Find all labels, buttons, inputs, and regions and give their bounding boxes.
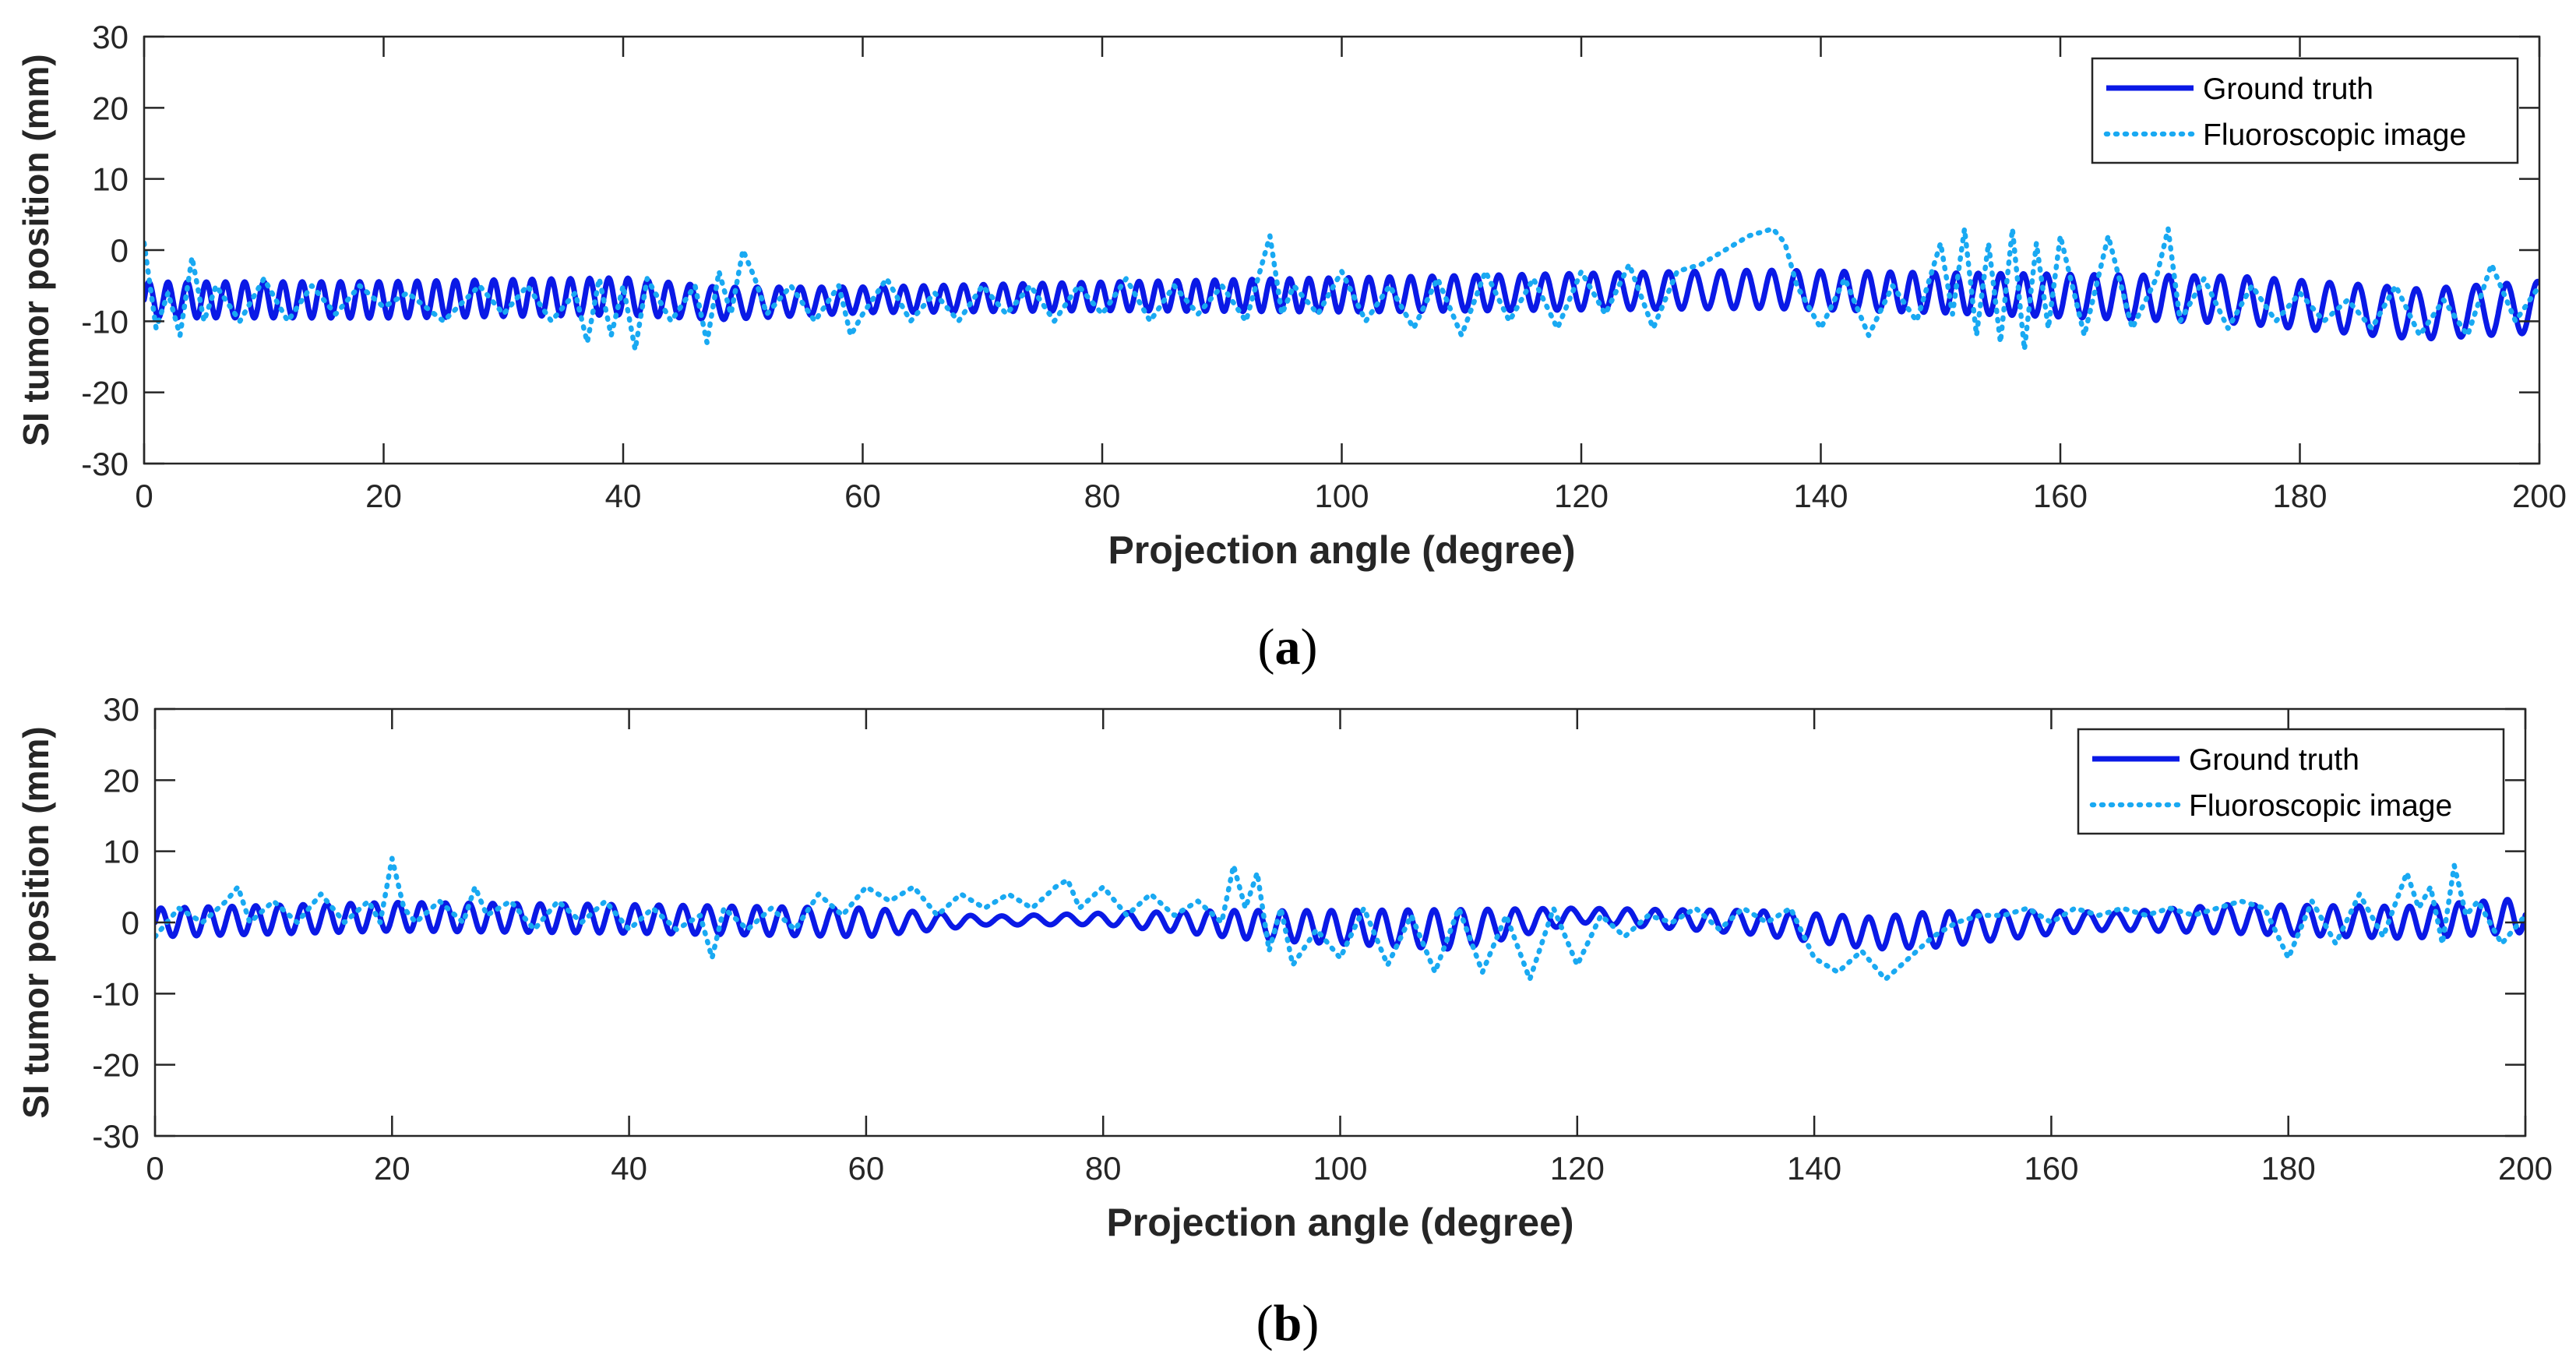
- x-axis-label: Projection angle (degree): [1106, 1201, 1573, 1244]
- x-tick-label: 200: [2498, 1150, 2553, 1187]
- x-tick-label: 60: [848, 1150, 885, 1187]
- panel-label: (a): [1258, 619, 1318, 675]
- legend-box: [2077, 728, 2505, 835]
- y-tick-label: 20: [103, 762, 139, 799]
- x-tick-label: 180: [2272, 478, 2327, 514]
- y-tick-label: 30: [92, 19, 129, 55]
- y-tick-label: -30: [81, 446, 129, 482]
- y-tick-label: -20: [81, 375, 129, 411]
- x-tick-label: 140: [1787, 1150, 1841, 1187]
- y-tick-label: -10: [92, 975, 139, 1012]
- chart-panel-b: 0 20 40 60 80 100 120 140 160 180 200 -30 -20 -10 0 10 2…: [16, 691, 2553, 1352]
- y-tick-label: 10: [92, 161, 129, 198]
- legend-box: [2091, 57, 2519, 164]
- x-tick-label: 140: [1793, 478, 1848, 514]
- x-axis-label: Projection angle (degree): [1108, 528, 1575, 572]
- plot-area: [155, 855, 2525, 982]
- panel-label-open: (: [1258, 619, 1275, 675]
- x-tick-label: 20: [365, 478, 402, 514]
- x-tick-label: 60: [844, 478, 881, 514]
- x-tick-label: 40: [605, 478, 642, 514]
- panel-label-letter: b: [1274, 1295, 1302, 1352]
- x-tick-label: 80: [1084, 478, 1121, 514]
- chart-panel-a: 0 20 40 60 80 100 120 140 160 180 200 -30 -20 -10 0 10 2…: [16, 19, 2567, 675]
- legend: Ground truth Fluoroscopic image: [2091, 57, 2519, 164]
- x-tick-label: 100: [1313, 1150, 1367, 1187]
- x-tick-label: 160: [2033, 478, 2088, 514]
- y-tick-label: 0: [122, 905, 139, 941]
- y-tick-label: 10: [103, 834, 139, 870]
- x-tick-label: 160: [2024, 1150, 2078, 1187]
- legend-ground-truth-label: Ground truth: [2189, 743, 2359, 777]
- y-tick-label: 30: [103, 691, 139, 728]
- x-tick-label: 200: [2512, 478, 2567, 514]
- y-axis-label: SI tumor position (mm): [16, 54, 56, 446]
- x-tick-label: 120: [1554, 478, 1609, 514]
- x-tick-label: 0: [146, 1150, 164, 1187]
- y-tick-label: -20: [92, 1047, 139, 1084]
- panel-label-letter: a: [1275, 619, 1301, 675]
- x-tick-label: 0: [135, 478, 153, 514]
- panel-label: (b): [1256, 1295, 1320, 1352]
- panel-label-close: ): [1301, 619, 1318, 675]
- x-tick-label: 20: [374, 1150, 411, 1187]
- y-axis-label: SI tumor position (mm): [16, 726, 56, 1118]
- legend: Ground truth Fluoroscopic image: [2077, 728, 2505, 835]
- ground-truth-line: [155, 897, 2525, 952]
- legend-fluoroscopic-label: Fluoroscopic image: [2203, 118, 2466, 152]
- x-tick-label: 40: [611, 1150, 647, 1187]
- x-tick-label: 100: [1314, 478, 1369, 514]
- y-tick-label: -10: [81, 303, 129, 340]
- fluoroscopic-image-line: [155, 855, 2525, 982]
- y-tick-label: 0: [111, 232, 129, 269]
- legend-fluoroscopic-label: Fluoroscopic image: [2189, 789, 2452, 823]
- y-tick-label: 20: [92, 90, 129, 126]
- y-tick-label: -30: [92, 1118, 139, 1155]
- panel-label-open: (: [1256, 1295, 1274, 1352]
- legend-ground-truth-label: Ground truth: [2203, 72, 2373, 106]
- fluoroscopic-image-line: [144, 226, 2539, 353]
- x-tick-label: 80: [1085, 1150, 1122, 1187]
- plot-area: [144, 226, 2539, 353]
- panel-label-close: ): [1302, 1295, 1319, 1352]
- x-tick-label: 120: [1550, 1150, 1605, 1187]
- x-tick-label: 180: [2261, 1150, 2316, 1187]
